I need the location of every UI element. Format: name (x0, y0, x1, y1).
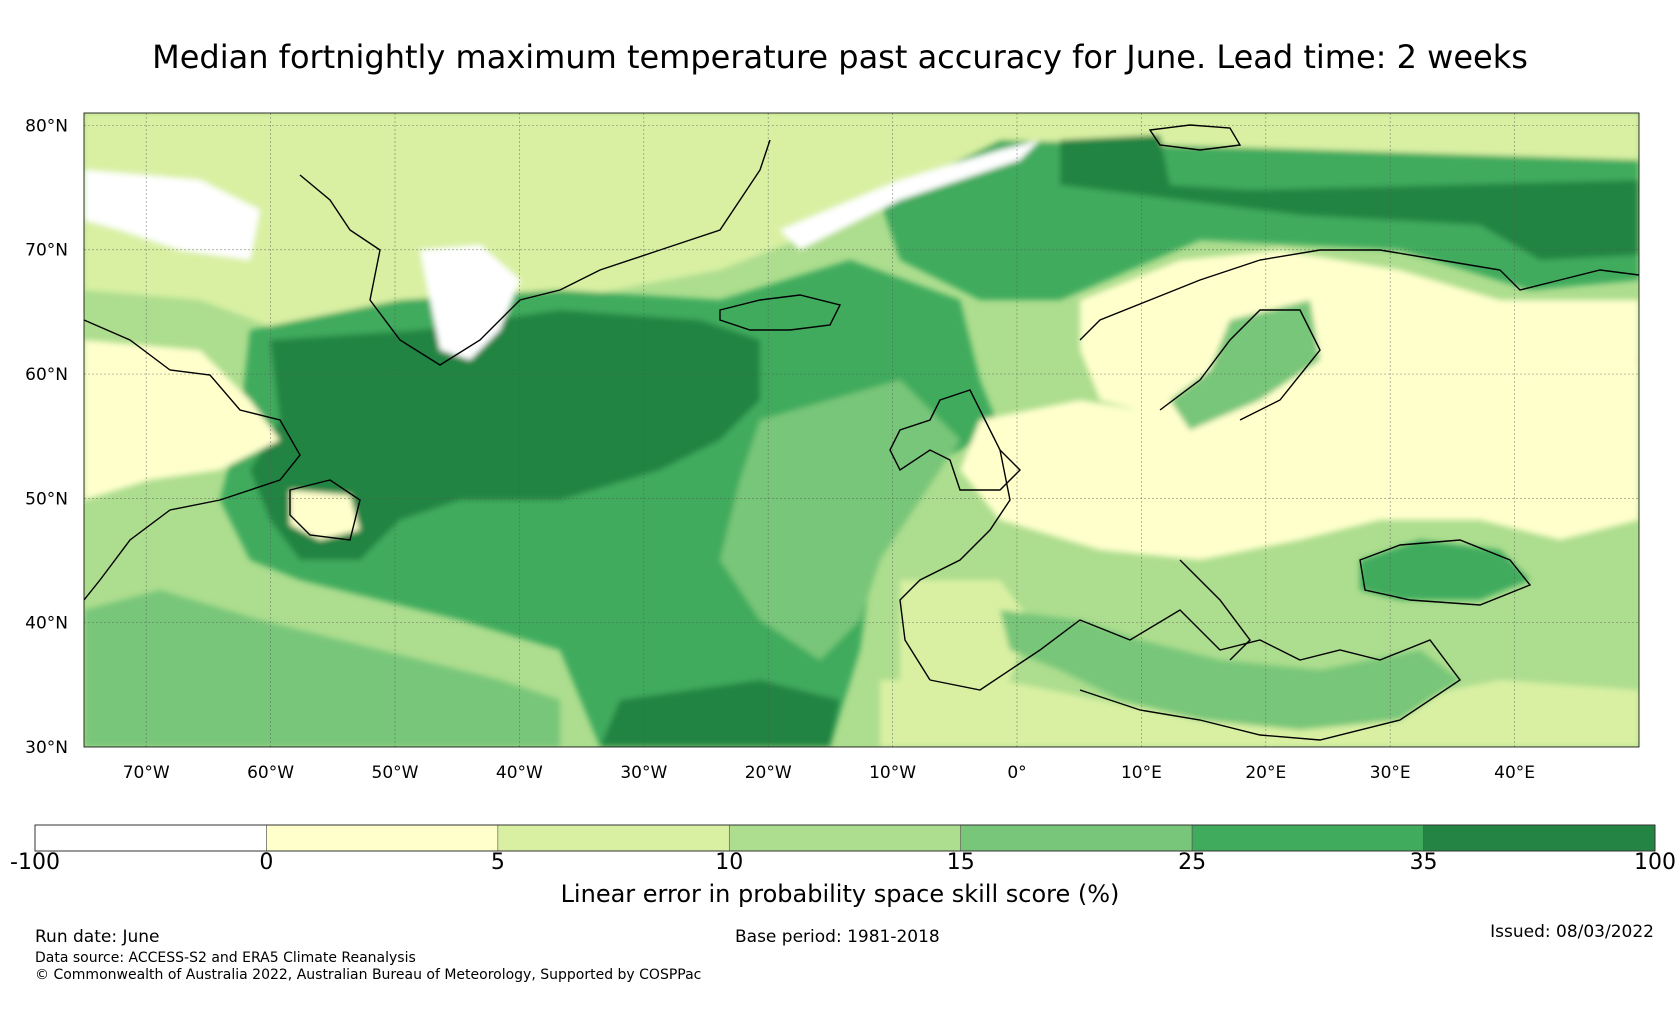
svalbard-coast (1148, 124, 1242, 151)
colorbar-tick-label: 25 (1178, 850, 1207, 875)
arctic-white-streak (780, 140, 1040, 250)
lon-tick-label: 40°W (496, 763, 543, 783)
colorbar-segment (266, 824, 499, 852)
colorbar-tick-label: 100 (1634, 850, 1676, 875)
map-field (84, 113, 1639, 747)
colorbar-label: Linear error in probability space skill … (560, 880, 1120, 908)
coastlines (84, 124, 1639, 741)
lon-tick-label: 60°W (247, 763, 294, 783)
lat-tick-labels: 80°N 70°N 60°N 50°N 40°N 30°N (25, 116, 68, 758)
europe-west-coast (899, 449, 1011, 681)
lon-tick-label: 30°E (1370, 763, 1411, 783)
europe-land-light (960, 360, 1639, 560)
lat-tick-label: 70°N (25, 241, 68, 261)
barents-dark (1060, 135, 1639, 260)
copyright: © Commonwealth of Australia 2022, Austra… (35, 967, 702, 983)
south-atlantic-dark (600, 680, 840, 747)
colorbar-tick-label: 15 (946, 850, 975, 875)
lon-tick-label: 40°E (1494, 763, 1535, 783)
northwest-white (84, 170, 260, 260)
iberia-light (900, 580, 1030, 700)
lon-tick-labels: 70°W 60°W 50°W 40°W 30°W 20°W 10°W 0° 10°E 20°E 30… (123, 763, 1535, 783)
lat-tick-label: 50°N (25, 489, 68, 509)
lon-tick-label: 10°E (1121, 763, 1162, 783)
colorbar-tick-label: 35 (1409, 850, 1438, 875)
newfoundland-light (290, 490, 360, 540)
mediterranean-green (1000, 610, 1460, 730)
eastern-atlantic-mid (720, 380, 960, 660)
map-frame (83, 112, 1640, 748)
data-source: Data source: ACCESS-S2 and ERA5 Climate … (35, 950, 416, 966)
black-sea-green (1360, 540, 1530, 600)
colorbar-tick-label: 10 (715, 850, 744, 875)
gridlines (84, 113, 1639, 747)
lon-tick-label: 50°W (372, 763, 419, 783)
colorbar (34, 824, 1656, 852)
lat-tick-label: 30°N (25, 738, 68, 758)
mediterranean-coast (929, 609, 1462, 741)
colorbar-segment (34, 824, 267, 852)
colorbar-segment (1191, 824, 1424, 852)
run-date: Run date: June (35, 927, 160, 947)
newfoundland-coast (289, 479, 361, 541)
chart-title: Median fortnightly maximum temperature p… (152, 38, 1528, 76)
issued-date: Issued: 08/03/2022 (1490, 922, 1654, 942)
colorbar-segment (728, 824, 962, 852)
labrador-light (84, 340, 280, 500)
lon-tick-label: 30°W (620, 763, 667, 783)
lon-tick-label: 0° (1007, 763, 1026, 783)
iceland-coast (719, 294, 842, 331)
colorbar-segment (1423, 824, 1656, 852)
atlantic-core-dark (250, 310, 760, 560)
north-africa-light (880, 680, 1639, 747)
colorbar-segment (497, 824, 730, 852)
british-isles-coast (889, 389, 1021, 491)
base-period: Base period: 1981-2018 (735, 927, 940, 947)
baltic-green (1170, 300, 1320, 430)
colorbar-tick-label: 5 (490, 850, 505, 875)
lat-tick-label: 80°N (25, 116, 68, 136)
lon-tick-label: 20°E (1245, 763, 1286, 783)
labrador-coast (84, 319, 301, 601)
lon-tick-label: 70°W (123, 763, 170, 783)
colorbar-frame (34, 824, 1656, 852)
italy-coast (1179, 559, 1251, 661)
lon-tick-label: 20°W (745, 763, 792, 783)
scandinavia-coast (1079, 249, 1639, 341)
lon-tick-label: 10°W (869, 763, 916, 783)
baltic-coast (1159, 309, 1321, 421)
greenland-coast (299, 139, 771, 366)
black-sea-coast (1359, 539, 1532, 606)
colorbar-segment (960, 824, 1193, 852)
lat-tick-label: 60°N (25, 365, 68, 385)
western-atlantic-light (84, 590, 560, 747)
colorbar-tick-label: -100 (10, 850, 60, 875)
lat-tick-label: 40°N (25, 614, 68, 634)
colorbar-tick-label: 0 (259, 850, 274, 875)
greenland-white (420, 245, 520, 360)
